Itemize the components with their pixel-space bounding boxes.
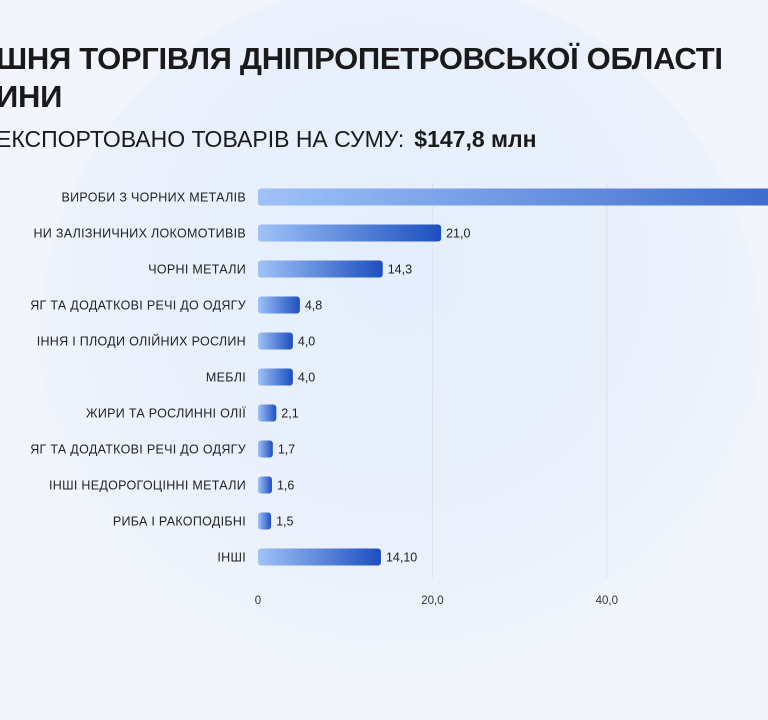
bar (258, 404, 277, 422)
title-line-1: ШНЯ ТОРГІВЛЯ ДНІПРОПЕТРОВСЬКОЇ ОБЛАСТІ (0, 41, 723, 76)
bar (258, 512, 272, 530)
category-label: ЯГ ТА ДОДАТКОВІ РЕЧІ ДО ОДЯГУ (30, 443, 246, 457)
category-label: ЖИРИ ТА РОСЛИННІ ОЛІЇ (86, 407, 246, 421)
value-label: 21,0 (446, 227, 470, 241)
value-label: 1,5 (276, 515, 293, 529)
value-label: 14,3 (388, 263, 412, 277)
bar (258, 368, 293, 386)
category-label: ВИРОБИ З ЧОРНИХ МЕТАЛІВ (62, 191, 247, 205)
x-tick-label: 0 (255, 595, 261, 607)
bar (258, 188, 768, 206)
bar (258, 548, 381, 566)
value-label: 4,0 (298, 335, 315, 349)
page-title: ШНЯ ТОРГІВЛЯ ДНІПРОПЕТРОВСЬКОЇ ОБЛАСТІ И… (0, 40, 723, 116)
bar (258, 476, 272, 494)
category-label: ЯГ ТА ДОДАТКОВІ РЕЧІ ДО ОДЯГУ (30, 299, 246, 313)
subtitle: ЕКСПОРТОВАНО ТОВАРІВ НА СУМУ: $147,8 млн (0, 126, 537, 153)
bar (258, 440, 273, 458)
category-label: МЕБЛІ (206, 371, 246, 385)
category-label: РИБА І РАКОПОДІБНІ (113, 515, 246, 529)
value-label: 1,7 (278, 443, 295, 457)
category-label: ІНШІ НЕДОРОГОЦІННІ МЕТАЛИ (49, 479, 246, 493)
value-label: 2,1 (281, 407, 298, 421)
bar (258, 296, 300, 314)
x-tick-label: 20,0 (421, 595, 443, 607)
category-label: ІННЯ І ПЛОДИ ОЛІЙНИХ РОСЛИН (37, 334, 246, 349)
bar (258, 260, 383, 278)
x-tick-label: 40,0 (596, 595, 618, 607)
bar (258, 224, 442, 242)
value-label: 1,6 (277, 479, 294, 493)
title-line-2: ИНИ (0, 79, 63, 114)
value-label: 14,10 (386, 551, 417, 565)
subtitle-label: ЕКСПОРТОВАНО ТОВАРІВ НА СУМУ: (0, 126, 405, 152)
category-label: НИ ЗАЛІЗНИЧНИХ ЛОКОМОТИВІВ (33, 227, 246, 241)
value-label: 4,0 (298, 371, 315, 385)
bar (258, 332, 293, 350)
value-label: 4,8 (305, 299, 322, 313)
subtitle-value: $147,8 млн (414, 126, 537, 152)
category-label: ЧОРНІ МЕТАЛИ (148, 263, 246, 277)
category-label: ІНШІ (217, 551, 246, 565)
background-circle (40, 0, 760, 700)
